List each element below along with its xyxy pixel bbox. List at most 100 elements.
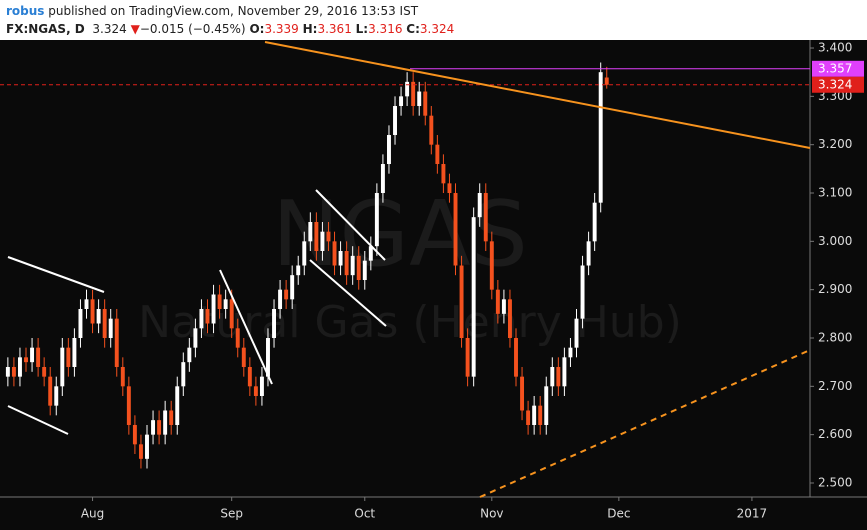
candle-body	[120, 366, 125, 387]
candle-body	[290, 275, 295, 300]
trend-line	[264, 41, 811, 149]
candle-body	[526, 410, 531, 425]
candle-body	[235, 328, 240, 348]
change: −0.015 (−0.45%)	[139, 22, 246, 36]
candle-body	[556, 366, 561, 387]
candle-body	[538, 405, 543, 425]
candle-body	[132, 424, 137, 445]
y-tick-label: 3.100	[818, 186, 852, 200]
open: 3.339	[264, 22, 299, 36]
candle-body	[465, 337, 470, 377]
candle-body	[362, 260, 367, 281]
candle-body	[199, 308, 204, 329]
candle-body	[489, 241, 494, 290]
candle-body	[24, 357, 28, 363]
close-label: C:	[406, 22, 420, 36]
candle-body	[126, 386, 131, 425]
open-label: O:	[249, 22, 265, 36]
background	[0, 40, 867, 530]
candle-body	[592, 202, 597, 242]
candle-body	[5, 366, 10, 377]
candle-body	[272, 308, 276, 338]
channel-line	[7, 256, 105, 293]
y-tick-label: 2.500	[818, 475, 852, 489]
candle-body	[477, 193, 482, 218]
candle-body	[423, 91, 428, 116]
candle-body	[332, 241, 337, 266]
candle-body	[586, 241, 591, 266]
candle-body	[181, 362, 186, 387]
x-tick-label: Nov	[480, 507, 503, 521]
candle-body	[259, 376, 264, 396]
plot	[0, 62, 810, 469]
candle-body	[520, 376, 525, 411]
candle-body	[495, 289, 500, 314]
candle-body	[580, 265, 585, 319]
trend-line-dashed	[479, 349, 811, 498]
candle-body	[374, 193, 379, 247]
candle-body	[187, 347, 192, 363]
candle-body	[604, 77, 609, 85]
candle-body	[108, 318, 113, 338]
candle-body	[532, 405, 537, 425]
candle-body	[453, 193, 458, 266]
candle-body	[562, 357, 567, 387]
candle-body	[211, 294, 216, 324]
candle-body	[217, 294, 222, 309]
candle-body	[308, 222, 313, 242]
candle-body	[114, 318, 119, 367]
candle-body	[393, 106, 397, 136]
candle-body	[193, 328, 198, 348]
channel-line	[315, 189, 386, 261]
candle-body	[447, 183, 452, 194]
candle-body	[405, 81, 410, 97]
candle-body	[368, 246, 373, 261]
candle-body	[48, 376, 53, 406]
user[interactable]: robus	[6, 4, 45, 18]
y-tick-label: 3.000	[818, 234, 852, 248]
y-tick-label: 2.900	[818, 282, 852, 296]
candle-body	[284, 289, 289, 300]
candle-body	[296, 265, 301, 276]
price-label-box	[812, 60, 864, 77]
candle-body	[302, 241, 307, 266]
low-label: L:	[355, 22, 369, 36]
last: 3.324	[92, 22, 127, 36]
y-tick-label: 2.700	[818, 379, 852, 393]
high-label: H:	[302, 22, 318, 36]
candle-body	[544, 386, 549, 425]
candle-body	[96, 308, 101, 324]
published: published on TradingView.com, November 2…	[44, 4, 419, 18]
candle-body	[356, 255, 361, 281]
candle-body	[175, 386, 180, 425]
candle-body	[350, 255, 355, 276]
candle-body	[163, 410, 168, 435]
candle-body	[568, 347, 573, 358]
candle-body	[471, 217, 476, 377]
candle-body	[344, 251, 349, 276]
candle-body	[72, 337, 77, 367]
candle-body	[435, 144, 440, 165]
symbol-line: FX:NGAS, D 3.324 ▼−0.015 (−0.45%) O:3.33…	[6, 22, 454, 36]
price-label: 3.324	[818, 77, 852, 91]
channel-line	[7, 405, 69, 435]
candle-body	[223, 299, 228, 309]
watermark-sub: Natural Gas (Henry Hub)	[138, 297, 682, 348]
arrow: ▼	[130, 22, 140, 36]
candle-body	[54, 386, 59, 406]
candle-body	[205, 308, 210, 324]
candle-body	[138, 444, 143, 459]
candle-body	[247, 366, 252, 387]
candle-body	[157, 420, 162, 435]
price-label-box	[812, 76, 864, 93]
candle-body	[326, 231, 331, 242]
channel-line	[309, 259, 387, 327]
candle-body	[60, 347, 65, 387]
candle-body	[66, 347, 71, 367]
candle-body	[278, 289, 283, 309]
candle-body	[266, 337, 270, 377]
candle-body	[417, 91, 422, 107]
y-tick-label: 2.800	[818, 330, 852, 344]
candle-body	[36, 347, 41, 367]
